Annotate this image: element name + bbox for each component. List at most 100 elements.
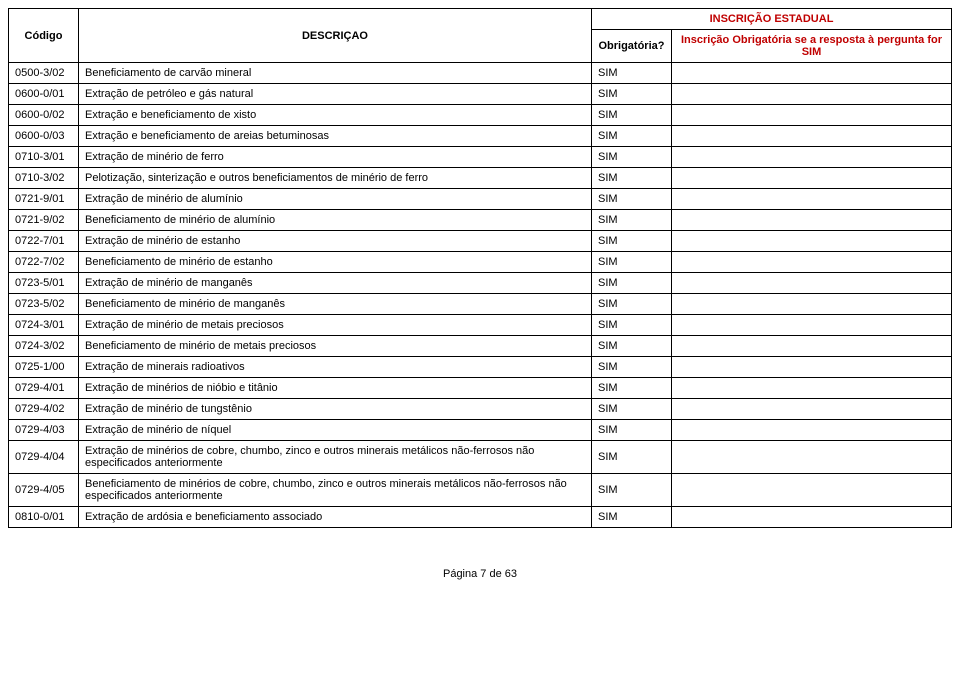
cell-obrigatoria: SIM — [591, 378, 671, 399]
cell-obrigatoria: SIM — [591, 273, 671, 294]
cell-inscricao — [671, 336, 951, 357]
cell-obrigatoria: SIM — [591, 231, 671, 252]
table-row: 0721-9/01Extração de minério de alumínio… — [9, 189, 952, 210]
cell-descricao: Extração de minério de estanho — [79, 231, 592, 252]
table-row: 0723-5/01Extração de minério de manganês… — [9, 273, 952, 294]
table-row: 0724-3/02Beneficiamento de minério de me… — [9, 336, 952, 357]
cell-obrigatoria: SIM — [591, 105, 671, 126]
cell-inscricao — [671, 210, 951, 231]
cell-descricao: Extração de minério de tungstênio — [79, 399, 592, 420]
cell-codigo: 0724-3/01 — [9, 315, 79, 336]
cell-codigo: 0729-4/03 — [9, 420, 79, 441]
cell-obrigatoria: SIM — [591, 168, 671, 189]
cell-obrigatoria: SIM — [591, 294, 671, 315]
cell-inscricao — [671, 147, 951, 168]
cell-obrigatoria: SIM — [591, 189, 671, 210]
table-row: 0725-1/00Extração de minerais radioativo… — [9, 357, 952, 378]
header-inscricao-obrig: Inscrição Obrigatória se a resposta à pe… — [671, 30, 951, 63]
table-row: 0729-4/03Extração de minério de níquelSI… — [9, 420, 952, 441]
cell-descricao: Extração de minérios de nióbio e titânio — [79, 378, 592, 399]
cell-inscricao — [671, 252, 951, 273]
table-row: 0729-4/05Beneficiamento de minérios de c… — [9, 474, 952, 507]
cell-obrigatoria: SIM — [591, 474, 671, 507]
cell-obrigatoria: SIM — [591, 147, 671, 168]
cell-inscricao — [671, 63, 951, 84]
cell-codigo: 0810-0/01 — [9, 507, 79, 528]
header-inscricao-estadual: INSCRIÇÃO ESTADUAL — [591, 9, 951, 30]
cell-inscricao — [671, 378, 951, 399]
table-body: 0500-3/02Beneficiamento de carvão minera… — [9, 63, 952, 528]
cell-descricao: Extração de minério de ferro — [79, 147, 592, 168]
cell-codigo: 0729-4/02 — [9, 399, 79, 420]
cell-codigo: 0723-5/01 — [9, 273, 79, 294]
table-row: 0722-7/02Beneficiamento de minério de es… — [9, 252, 952, 273]
table-row: 0810-0/01Extração de ardósia e beneficia… — [9, 507, 952, 528]
cell-codigo: 0721-9/01 — [9, 189, 79, 210]
cell-inscricao — [671, 357, 951, 378]
cell-inscricao — [671, 273, 951, 294]
cell-obrigatoria: SIM — [591, 441, 671, 474]
cell-obrigatoria: SIM — [591, 336, 671, 357]
cell-inscricao — [671, 105, 951, 126]
cell-obrigatoria: SIM — [591, 84, 671, 105]
cell-descricao: Extração de ardósia e beneficiamento ass… — [79, 507, 592, 528]
cell-descricao: Extração de minério de metais preciosos — [79, 315, 592, 336]
cell-codigo: 0729-4/04 — [9, 441, 79, 474]
cell-inscricao — [671, 474, 951, 507]
cell-codigo: 0710-3/02 — [9, 168, 79, 189]
cell-obrigatoria: SIM — [591, 210, 671, 231]
cell-descricao: Extração de minério de níquel — [79, 420, 592, 441]
cell-inscricao — [671, 84, 951, 105]
page-footer: Página 7 de 63 — [8, 568, 952, 580]
table-row: 0721-9/02Beneficiamento de minério de al… — [9, 210, 952, 231]
cell-inscricao — [671, 168, 951, 189]
cell-codigo: 0600-0/03 — [9, 126, 79, 147]
cell-descricao: Beneficiamento de minério de alumínio — [79, 210, 592, 231]
cnae-table: Código DESCRIÇAO INSCRIÇÃO ESTADUAL Obri… — [8, 8, 952, 528]
cell-obrigatoria: SIM — [591, 507, 671, 528]
cell-codigo: 0721-9/02 — [9, 210, 79, 231]
header-obrigatoria: Obrigatória? — [591, 30, 671, 63]
cell-descricao: Beneficiamento de minérios de cobre, chu… — [79, 474, 592, 507]
cell-codigo: 0600-0/02 — [9, 105, 79, 126]
cell-inscricao — [671, 420, 951, 441]
cell-codigo: 0710-3/01 — [9, 147, 79, 168]
table-header: Código DESCRIÇAO INSCRIÇÃO ESTADUAL Obri… — [9, 9, 952, 63]
cell-codigo: 0722-7/01 — [9, 231, 79, 252]
table-row: 0722-7/01Extração de minério de estanhoS… — [9, 231, 952, 252]
cell-codigo: 0725-1/00 — [9, 357, 79, 378]
cell-descricao: Beneficiamento de minério de estanho — [79, 252, 592, 273]
cell-codigo: 0729-4/05 — [9, 474, 79, 507]
table-row: 0710-3/02Pelotização, sinterização e out… — [9, 168, 952, 189]
table-row: 0729-4/02Extração de minério de tungstên… — [9, 399, 952, 420]
cell-inscricao — [671, 399, 951, 420]
cell-obrigatoria: SIM — [591, 357, 671, 378]
table-row: 0723-5/02Beneficiamento de minério de ma… — [9, 294, 952, 315]
cell-obrigatoria: SIM — [591, 63, 671, 84]
cell-inscricao — [671, 507, 951, 528]
cell-obrigatoria: SIM — [591, 399, 671, 420]
table-row: 0500-3/02Beneficiamento de carvão minera… — [9, 63, 952, 84]
table-row: 0600-0/03Extração e beneficiamento de ar… — [9, 126, 952, 147]
cell-descricao: Extração de minério de manganês — [79, 273, 592, 294]
cell-obrigatoria: SIM — [591, 315, 671, 336]
cell-inscricao — [671, 126, 951, 147]
cell-descricao: Extração e beneficiamento de xisto — [79, 105, 592, 126]
cell-descricao: Pelotização, sinterização e outros benef… — [79, 168, 592, 189]
cell-obrigatoria: SIM — [591, 420, 671, 441]
cell-codigo: 0723-5/02 — [9, 294, 79, 315]
table-row: 0729-4/01Extração de minérios de nióbio … — [9, 378, 952, 399]
header-descricao: DESCRIÇAO — [79, 9, 592, 63]
cell-codigo: 0600-0/01 — [9, 84, 79, 105]
cell-descricao: Beneficiamento de minério de metais prec… — [79, 336, 592, 357]
cell-descricao: Extração de minério de alumínio — [79, 189, 592, 210]
table-row: 0710-3/01Extração de minério de ferroSIM — [9, 147, 952, 168]
cell-codigo: 0722-7/02 — [9, 252, 79, 273]
cell-codigo: 0729-4/01 — [9, 378, 79, 399]
table-row: 0600-0/01Extração de petróleo e gás natu… — [9, 84, 952, 105]
cell-descricao: Extração de petróleo e gás natural — [79, 84, 592, 105]
cell-descricao: Extração de minérios de cobre, chumbo, z… — [79, 441, 592, 474]
cell-descricao: Extração e beneficiamento de areias betu… — [79, 126, 592, 147]
cell-codigo: 0724-3/02 — [9, 336, 79, 357]
table-row: 0724-3/01Extração de minério de metais p… — [9, 315, 952, 336]
